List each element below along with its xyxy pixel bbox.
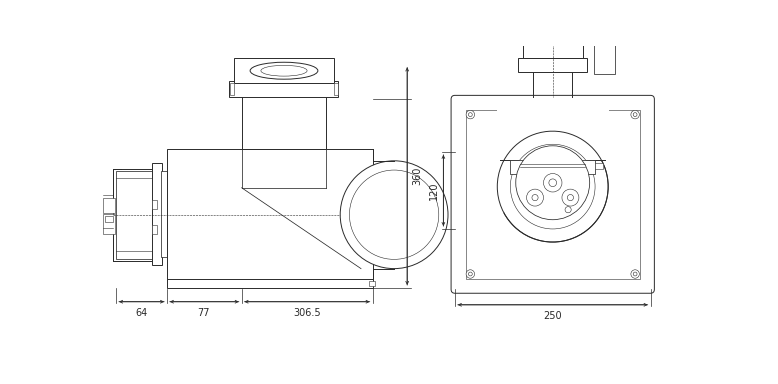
Circle shape — [349, 170, 439, 259]
Circle shape — [565, 207, 571, 213]
Ellipse shape — [261, 65, 307, 76]
Circle shape — [527, 189, 544, 206]
Bar — [369, 281, 375, 286]
Bar — [334, 83, 338, 95]
Bar — [234, 58, 334, 83]
FancyBboxPatch shape — [451, 95, 654, 293]
Circle shape — [562, 189, 579, 206]
Circle shape — [548, 179, 556, 187]
Bar — [116, 171, 153, 258]
Bar — [103, 198, 115, 213]
Circle shape — [466, 270, 475, 278]
Circle shape — [510, 144, 595, 229]
Circle shape — [633, 113, 637, 116]
Text: 77: 77 — [198, 308, 210, 318]
Bar — [230, 83, 234, 95]
Bar — [595, 163, 603, 169]
Bar — [518, 58, 587, 72]
Bar — [466, 110, 640, 279]
Bar — [161, 171, 167, 257]
Circle shape — [516, 146, 590, 220]
Text: 306.5: 306.5 — [293, 308, 321, 318]
Circle shape — [468, 113, 472, 116]
Circle shape — [544, 174, 562, 192]
Bar — [105, 216, 113, 222]
Text: 360: 360 — [412, 167, 422, 185]
Bar — [152, 200, 157, 209]
Ellipse shape — [250, 62, 318, 79]
Circle shape — [631, 270, 640, 278]
Text: 64: 64 — [135, 308, 148, 318]
Bar — [113, 169, 153, 261]
Circle shape — [567, 195, 573, 201]
Bar — [510, 160, 595, 174]
Bar — [167, 279, 373, 288]
Bar — [103, 214, 115, 234]
Bar — [523, 41, 583, 58]
Circle shape — [532, 195, 538, 201]
Circle shape — [631, 110, 640, 119]
Circle shape — [468, 272, 472, 276]
Bar — [167, 149, 373, 280]
Circle shape — [633, 272, 637, 276]
Bar — [152, 225, 157, 234]
Circle shape — [340, 161, 448, 269]
Text: 250: 250 — [543, 311, 562, 321]
Bar — [152, 163, 163, 265]
Bar — [229, 81, 338, 97]
Text: 120: 120 — [429, 181, 439, 200]
Bar — [242, 95, 326, 149]
Circle shape — [497, 131, 608, 242]
Bar — [594, 44, 615, 74]
Circle shape — [466, 110, 475, 119]
Bar — [496, 98, 609, 160]
